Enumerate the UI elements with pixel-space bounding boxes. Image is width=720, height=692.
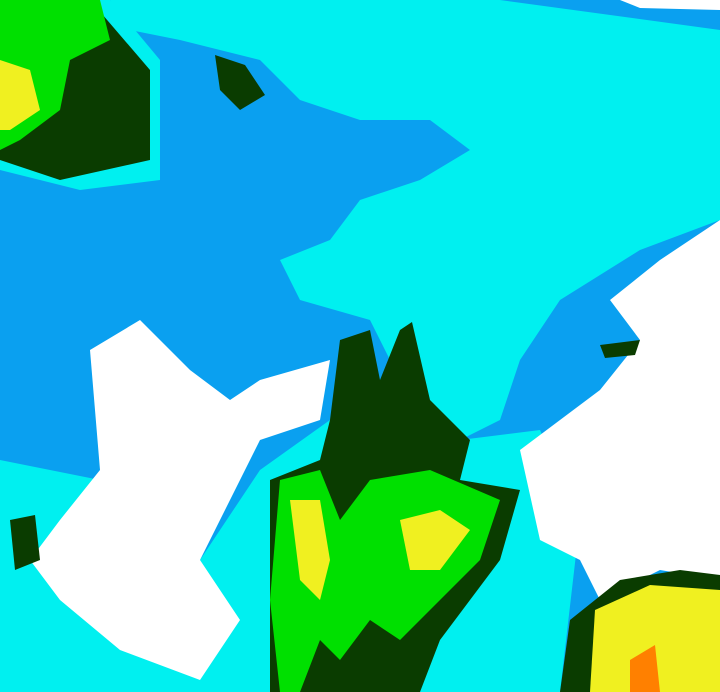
- small-cell-left: [10, 515, 40, 570]
- small-cell-right: [600, 340, 640, 358]
- storm-lower-right-orange: [630, 645, 660, 692]
- white-cloud-right: [520, 220, 720, 600]
- storm-lower-right-yellow: [590, 585, 720, 692]
- cyan-cloud-band: [110, 0, 720, 450]
- small-cell-top: [215, 55, 265, 110]
- storm-yellow-a: [290, 500, 330, 600]
- storm-yellow-b: [400, 510, 470, 570]
- white-cloud-left: [30, 320, 330, 680]
- white-cloud-corner: [620, 0, 720, 10]
- storm-upper-left-yellow: [0, 60, 40, 130]
